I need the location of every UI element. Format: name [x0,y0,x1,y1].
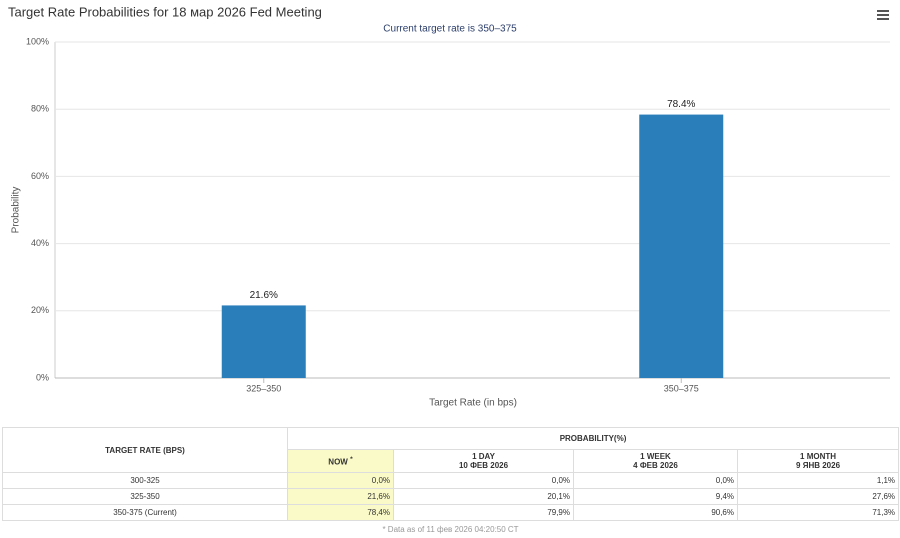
table-cell: 0,0% [393,472,574,489]
value-label: 78.4% [667,99,695,110]
menu-bar [877,10,889,12]
bar [221,305,306,378]
y-tick-label: 80% [31,104,49,114]
table-cell: 79,9% [393,504,574,521]
footnote: * Data as of 11 фев 2026 04:20:50 CT [382,525,519,534]
table-cell: 78,4% [287,504,394,521]
header-text: NOW [328,457,348,467]
table-cell: 350-375 (Current) [2,504,288,521]
header-text: 1 WEEK [640,452,671,461]
header-cell: PROBABILITY(%) [286,427,900,450]
table-cell: 27,6% [736,488,900,505]
chart-title: Target Rate Probabilities for 18 мар 202… [8,4,322,19]
menu-button[interactable] [877,10,889,20]
header-cell: NOW * [287,449,394,473]
table-row: 350-375 (Current) 78,4% 79,9% 90,6% 71,3% [2,504,900,521]
x-axis-title: Target Rate (in bps) [429,398,517,409]
table-cell: 1,1% [736,472,900,489]
table-cell: 21,6% [287,488,394,505]
y-tick-label: 60% [31,171,49,181]
table-row: 300-325 0,0% 0,0% 0,0% 1,1% [2,472,900,489]
table-cell: 0,0% [287,472,394,489]
y-tick-label: 20% [31,305,49,315]
menu-bar [877,14,889,16]
header-cell: 1 DAY 10 ФЕВ 2026 [393,449,574,473]
menu-bar [877,18,889,20]
header-text: 1 MONTH [800,452,837,461]
table-cell: 300-325 [2,472,288,489]
table-cell: 325-350 [2,488,288,505]
table-cell: 71,3% [736,504,900,521]
header-cell: TARGET RATE (BPS) [2,427,288,473]
table-body: 300-325 0,0% 0,0% 0,0% 1,1% 325-350 21,6% 20,1%… [2,472,900,521]
header-text: 1 DAY [472,452,495,461]
y-axis-title: Probability [11,187,22,234]
table-cell: 90,6% [573,504,738,521]
bar [639,114,724,379]
y-tick-label: 40% [31,238,49,248]
table-cell: 9,4% [573,488,738,505]
table-cell: 0,0% [573,472,738,489]
header-mark: * [350,455,353,463]
value-label: 21.6% [250,290,278,301]
chart: Target Rate Probabilities for 18 мар 202… [8,4,890,409]
table-row: 325-350 21,6% 20,1% 9,4% 27,6% [2,488,900,505]
x-tick-label: 325–350 [246,383,281,393]
header-date: 9 ЯНВ 2026 [796,461,841,470]
chart-subtitle: Current target rate is 350–375 [383,24,517,35]
probability-table: TARGET RATE (BPS) PROBABILITY(%) NOW * 1… [2,427,900,538]
header-cell: 1 WEEK 4 ФЕВ 2026 [573,449,738,473]
header-cell: 1 MONTH 9 ЯНВ 2026 [736,449,900,473]
table-cell: 20,1% [393,488,574,505]
x-tick-label: 350–375 [664,383,699,393]
header-date: 4 ФЕВ 2026 [633,461,678,470]
header-date: 10 ФЕВ 2026 [458,461,509,470]
y-tick-label: 100% [26,36,49,46]
y-tick-label: 0% [36,372,49,382]
